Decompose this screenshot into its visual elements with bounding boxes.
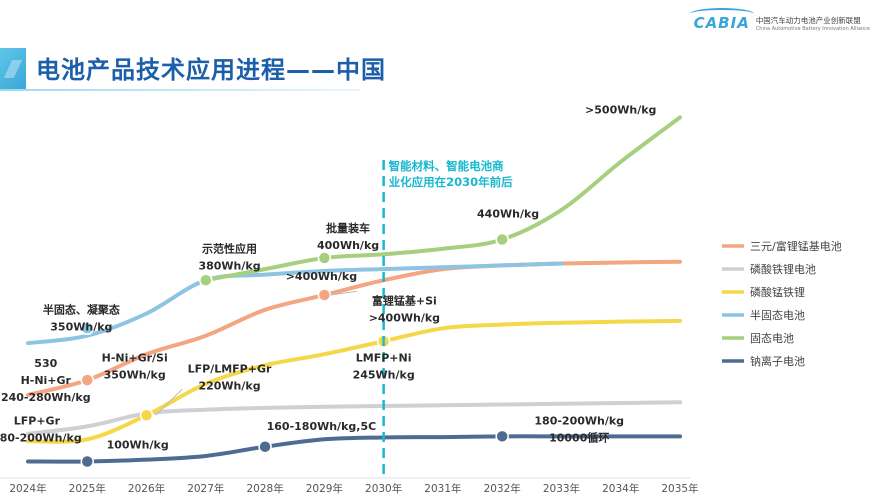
annotation-label: LMFP+Ni [356, 352, 412, 365]
series-marker [258, 439, 272, 454]
title-underline [0, 89, 360, 91]
logo-en: China Automotive Battery Innovation Alli… [755, 25, 870, 32]
annotation-label: LFP+Gr [14, 415, 61, 428]
legend-label: 三元/富锂锰基电池 [750, 239, 842, 253]
legend-label: 钠离子电池 [750, 354, 805, 368]
annotation-label: 10000循环 [549, 431, 609, 445]
policy-text-line2: 业化应用在2030年前后 [389, 175, 514, 189]
annotation-label: 530 [34, 357, 57, 370]
x-tick-label: 2032年 [484, 482, 521, 495]
annotation-label: 示范性应用 [201, 241, 257, 255]
page-title: 电池产品技术应用进程——中国 [36, 56, 386, 84]
logo-text: 中国汽车动力电池产业创新联盟 China Automotive Battery … [756, 15, 870, 32]
series-marker [317, 288, 332, 302]
policy-text-line1: 智能材料、智能电池商 [389, 159, 504, 173]
annotation-label: 180-200Wh/kg [534, 415, 624, 428]
x-tick-label: 2031年 [424, 482, 461, 495]
series-line [26, 259, 682, 397]
annotation-label: 180-200Wh/kg [0, 432, 82, 445]
series-marker [495, 232, 509, 247]
annotation-label: >500Wh/kg [585, 104, 656, 117]
annotation-label: 220Wh/kg [198, 380, 260, 393]
logo-cn: 中国汽车动力电池产业创新联盟 [755, 15, 861, 25]
x-tick-label: 2033年 [543, 482, 580, 495]
legend-label: 固态电池 [750, 332, 794, 345]
series-marker [80, 373, 95, 387]
annotation-label: H-Ni+Gr [21, 374, 72, 387]
annotation-label: 160-180Wh/kg,5C [267, 420, 377, 433]
annotation-label: LFP/LMFP+Gr [188, 363, 272, 376]
annotation-label: 批量装车 [326, 221, 370, 235]
x-tick-label: 2025年 [69, 482, 106, 495]
series-line [203, 115, 682, 283]
series-line [26, 318, 682, 444]
annotation-label: >400Wh/kg [369, 311, 440, 324]
series-line [26, 261, 564, 346]
annotation-leader [383, 340, 387, 344]
annotation-label: 半固态、凝聚态 [43, 303, 120, 317]
annotation-leader [330, 290, 358, 296]
x-tick-label: 2026年 [128, 482, 165, 495]
x-tick-label: 2027年 [187, 482, 224, 495]
series-marker [199, 273, 213, 287]
annotation-leader [155, 388, 183, 416]
x-tick-label: 2028年 [246, 482, 283, 495]
x-tick-label: 2029年 [306, 482, 343, 495]
annotation-label: 350Wh/kg [50, 321, 112, 334]
legend-label: 磷酸铁锂电池 [750, 262, 816, 276]
annotation-label: 350Wh/kg [104, 369, 166, 382]
series-marker [80, 454, 95, 469]
title-bar [0, 48, 360, 90]
x-tick-label: 2030年 [365, 482, 402, 495]
legend-label: 磷酸锰铁锂 [750, 285, 805, 299]
series-line [26, 434, 682, 464]
annotation-label: 100Wh/kg [107, 439, 169, 452]
annotation-label: 400Wh/kg [317, 239, 379, 252]
annotation-label: 440Wh/kg [477, 207, 539, 220]
annotation-label: 245Wh/kg [353, 369, 415, 382]
annotation-label: 富锂锰基+Si [372, 293, 437, 307]
x-tick-label: 2034年 [602, 482, 639, 495]
legend-label: 半固态电池 [750, 308, 805, 322]
title-accent [0, 48, 26, 90]
series-marker [495, 429, 509, 444]
annotation-label: 240-280Wh/kg [1, 391, 91, 404]
cabia-logo: CABIA 中国汽车动力电池产业创新联盟 China Automotive Ba… [689, 8, 870, 32]
logo-swoosh-icon [689, 8, 754, 20]
series-marker [317, 251, 332, 265]
series-marker [139, 408, 154, 422]
x-tick-label: 2035年 [661, 482, 698, 495]
annotation-label: H-Ni+Gr/Si [102, 352, 168, 365]
annotation-label: >400Wh/kg [286, 270, 357, 283]
logo-mark: CABIA [689, 8, 754, 32]
series-marker [80, 321, 95, 336]
x-tick-label: 2024年 [9, 482, 46, 495]
annotation-label: 380Wh/kg [198, 259, 260, 272]
